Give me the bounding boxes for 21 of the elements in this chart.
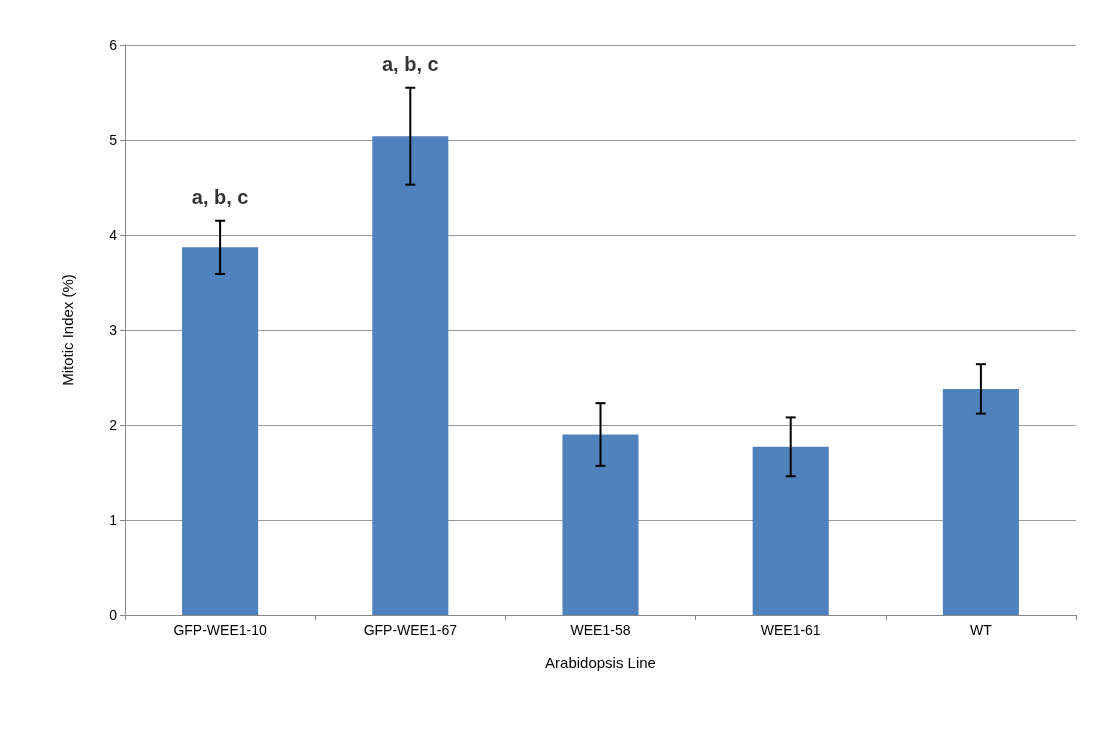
bar xyxy=(942,388,1019,615)
y-axis-title: Mitotic Index (%) xyxy=(59,274,76,386)
bar xyxy=(372,136,449,615)
bar xyxy=(562,434,639,615)
y-tick-label: 2 xyxy=(109,417,118,433)
bar xyxy=(752,446,829,615)
x-tick-label: GFP-WEE1-10 xyxy=(173,622,267,638)
y-tick-label: 3 xyxy=(109,322,118,338)
x-tick-label: GFP-WEE1-67 xyxy=(363,622,458,638)
bar xyxy=(182,247,259,615)
x-tick-label: WEE1-58 xyxy=(570,622,631,638)
annotation: a, b, c xyxy=(381,52,439,75)
x-tick-label: WT xyxy=(970,622,993,638)
y-tick-label: 1 xyxy=(109,512,118,528)
y-tick-label: 5 xyxy=(109,132,118,148)
annotation: a, b, c xyxy=(191,185,249,208)
x-axis-title: Arabidopsis Line xyxy=(545,654,656,671)
x-tick-label: WEE1-61 xyxy=(760,622,821,638)
y-tick-label: 6 xyxy=(109,37,118,53)
y-tick-label: 0 xyxy=(109,607,118,623)
y-tick-label: 4 xyxy=(109,227,118,243)
